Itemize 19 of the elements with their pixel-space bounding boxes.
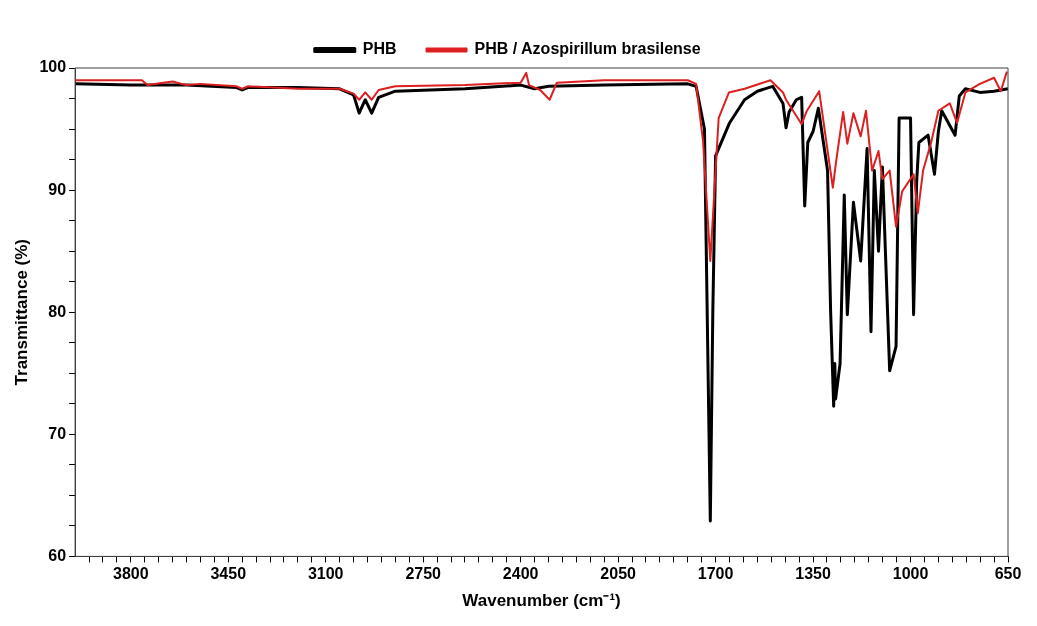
x-tick-label: 2400	[502, 565, 539, 583]
y-axis-title: Transmittance (%)	[11, 238, 31, 386]
x-tick-label: 3450	[210, 565, 247, 583]
x-tick-label: 1000	[892, 565, 929, 583]
x-axis-title: Wavenumber (cm⁻¹)	[462, 591, 621, 611]
y-tick-label: 70	[48, 424, 67, 442]
x-tick-label: 1700	[697, 565, 734, 583]
legend-label: PHB / Azospirillum brasilense	[474, 40, 701, 58]
y-tick-label: 60	[48, 546, 67, 564]
x-tick-label: 650	[994, 565, 1022, 583]
x-tick-label: 3800	[112, 565, 149, 583]
x-tick-label: 3100	[307, 565, 344, 583]
x-tick-label: 2050	[600, 565, 637, 583]
y-tick-label: 90	[48, 180, 67, 198]
x-tick-label: 2750	[405, 565, 442, 583]
legend-label: PHB	[362, 40, 397, 58]
y-tick-label: 80	[48, 302, 67, 320]
x-tick-label: 1350	[795, 565, 831, 583]
y-tick-label: 100	[39, 58, 67, 76]
